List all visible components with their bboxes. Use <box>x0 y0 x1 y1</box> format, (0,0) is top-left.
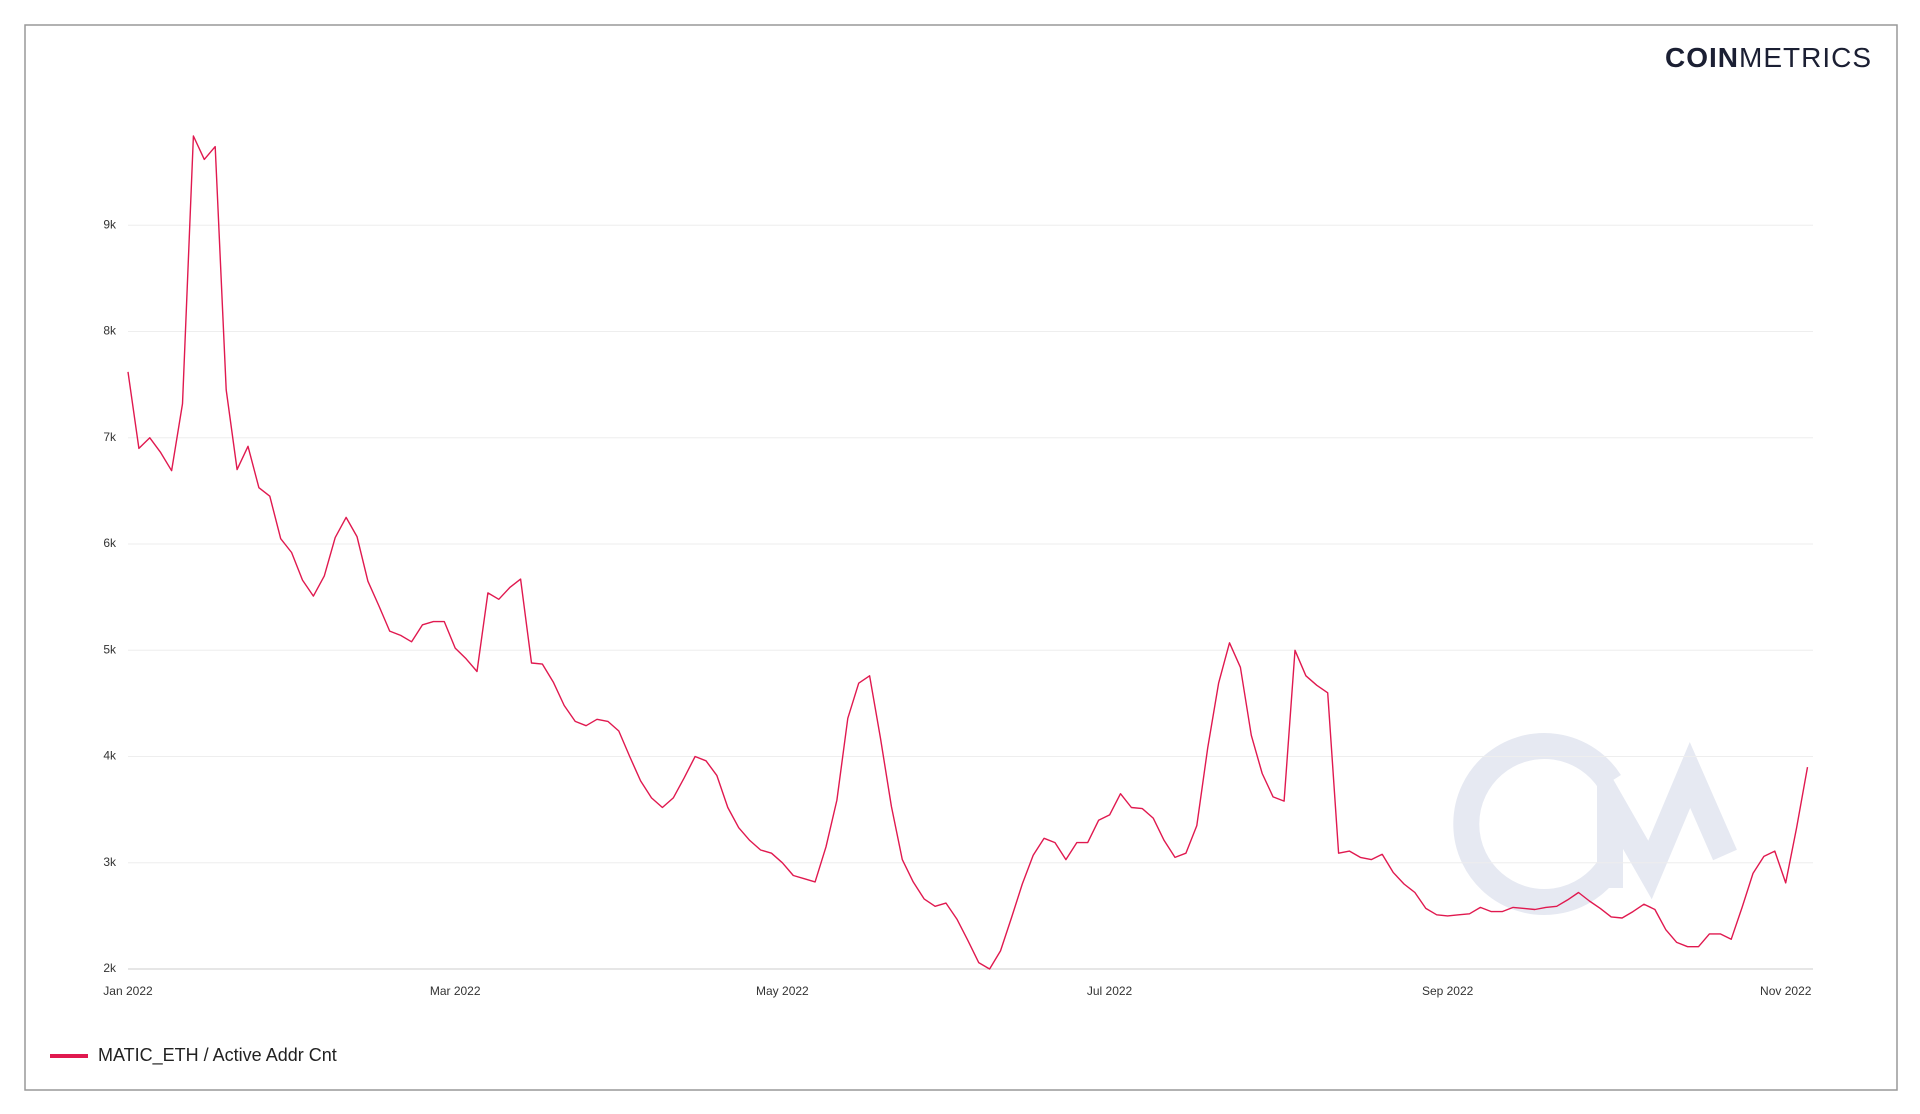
brand-bold: COIN <box>1665 42 1739 73</box>
x-tick-label: Mar 2022 <box>430 984 481 998</box>
x-tick-label: Sep 2022 <box>1422 984 1474 998</box>
brand-light: METRICS <box>1739 42 1872 73</box>
y-tick-label: 8k <box>103 324 117 338</box>
watermark <box>1453 733 1737 915</box>
y-tick-label: 5k <box>103 642 117 656</box>
y-tick-label: 7k <box>103 430 117 444</box>
data-line <box>127 135 1809 970</box>
x-tick-label: Nov 2022 <box>1760 984 1812 998</box>
frame <box>24 24 1898 1091</box>
watermark-m <box>1597 742 1737 900</box>
y-tick-label: 3k <box>103 855 117 869</box>
x-tick-label: May 2022 <box>756 984 809 998</box>
legend-label: MATIC_ETH / Active Addr Cnt <box>98 1045 337 1066</box>
y-tick-label: 6k <box>103 536 117 550</box>
x-tick-label: Jan 2022 <box>103 984 153 998</box>
x-tick-label: Jul 2022 <box>1087 984 1133 998</box>
y-tick-label: 2k <box>103 961 117 975</box>
y-tick-label: 9k <box>103 217 117 231</box>
watermark-c <box>1453 733 1621 915</box>
plot-area: 2k 3k 4k 5k 6k 7k 8k 9k Jan 2022 Mar 2022 May 2022… <box>103 135 1813 998</box>
brand-logo: COINMETRICS <box>1665 42 1872 73</box>
y-tick-label: 4k <box>103 749 117 763</box>
